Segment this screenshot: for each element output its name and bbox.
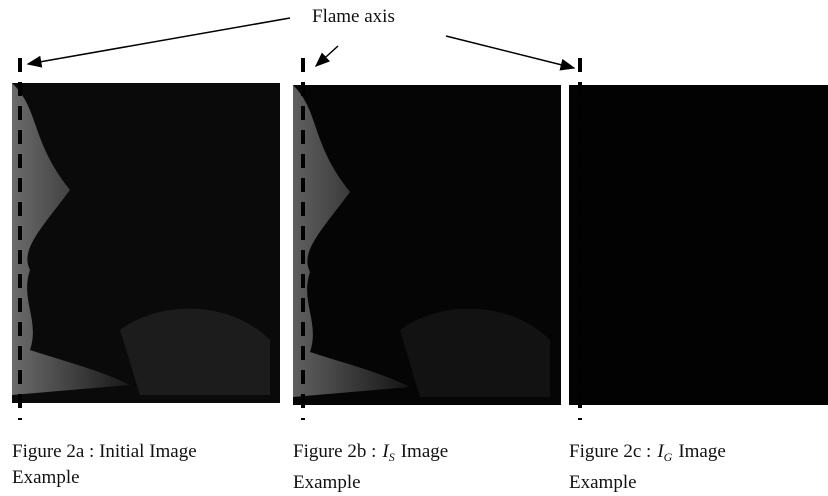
caption-suffix: Image (401, 441, 448, 462)
figure-graphics (0, 0, 828, 493)
caption-suffix: Image (678, 441, 725, 462)
caption-subscript: S (389, 450, 395, 464)
annotation: Flame axis (312, 6, 395, 28)
caption-line: Figure 2c : IG Image (569, 439, 726, 470)
caption-prefix: Figure 2a : Initial Image (12, 441, 197, 462)
caption-symbol: I (382, 441, 388, 462)
caption-symbol: I (657, 441, 663, 462)
caption-prefix: Figure 2c : (569, 441, 651, 462)
caption-line2: Example (569, 470, 726, 496)
figure-page: Flame axis Figure 2a : Initial Image Exam… (0, 0, 828, 493)
caption: Figure 2a : Initial Image Example (12, 439, 197, 491)
caption-line: Figure 2b : IS Image (293, 439, 448, 470)
caption: Figure 2c : IG Image Example (569, 439, 726, 496)
caption-prefix: Figure 2b : (293, 441, 376, 462)
caption-subscript: G (664, 450, 673, 464)
caption-line2: Example (12, 465, 197, 491)
caption-line2: Example (293, 470, 448, 496)
caption: Figure 2b : IS Image Example (293, 439, 448, 496)
image-c (569, 85, 828, 405)
caption-line: Figure 2a : Initial Image (12, 439, 197, 465)
